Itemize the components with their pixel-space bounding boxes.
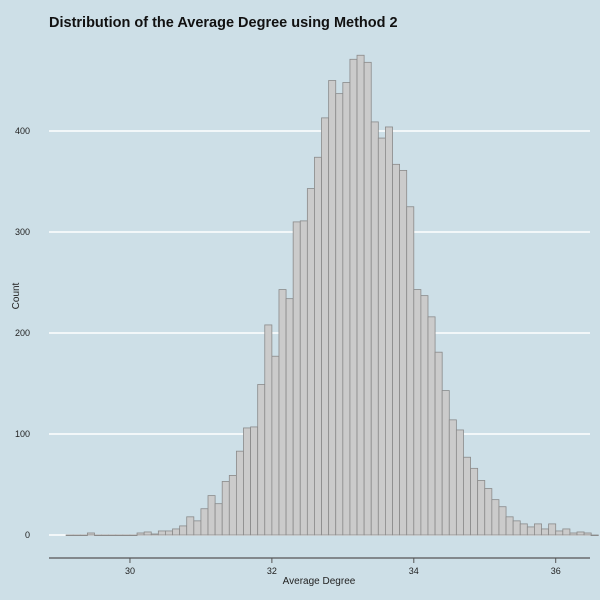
- histogram-bar: [349, 58, 358, 536]
- histogram-bar: [108, 534, 117, 537]
- histogram-bar: [448, 419, 457, 536]
- histogram-bar: [548, 523, 557, 536]
- histogram-bar: [271, 355, 280, 536]
- histogram-bar: [214, 503, 223, 536]
- histogram-bar: [157, 530, 166, 536]
- histogram-bar: [399, 169, 408, 536]
- histogram-bar: [328, 80, 337, 536]
- histogram-bar: [200, 508, 209, 536]
- histogram-bar: [541, 528, 550, 536]
- histogram-bar: [235, 450, 244, 536]
- histogram-bar: [519, 523, 528, 536]
- histogram-bar: [377, 137, 386, 536]
- histogram-bar: [512, 520, 521, 536]
- histogram-bar: [264, 324, 273, 536]
- histogram-bar: [292, 221, 301, 536]
- histogram-bar: [314, 156, 322, 536]
- x-tick-label: 32: [267, 566, 277, 576]
- histogram-bar: [555, 530, 564, 536]
- histogram-bar: [491, 499, 500, 536]
- histogram-bar: [562, 528, 571, 536]
- histogram-bar: [413, 289, 422, 536]
- y-tick-label: 400: [15, 126, 30, 136]
- histogram-bar: [590, 534, 599, 537]
- histogram-bar: [207, 495, 216, 536]
- histogram-bar: [505, 516, 514, 536]
- histogram-bar: [186, 516, 195, 536]
- histogram-bar: [434, 351, 443, 536]
- histogram-bar: [257, 384, 266, 536]
- histogram-bar: [250, 426, 259, 536]
- histogram-bar: [94, 534, 102, 537]
- histogram-bar: [335, 93, 344, 536]
- histogram-bar: [406, 206, 415, 536]
- histogram-bar: [342, 82, 351, 536]
- histogram-bar: [179, 525, 188, 536]
- histogram-bar: [385, 126, 393, 536]
- histogram-bar: [370, 121, 379, 536]
- histogram-bar: [526, 526, 535, 536]
- histogram-bar: [306, 188, 315, 536]
- histogram-bar: [356, 54, 365, 536]
- histogram-bar: [498, 506, 507, 536]
- histogram-bar: [193, 520, 202, 536]
- histogram-bar: [477, 480, 486, 536]
- histogram-bar: [228, 475, 237, 536]
- y-tick-label: 100: [15, 429, 30, 439]
- x-tick-label: 34: [409, 566, 419, 576]
- histogram-bar: [243, 427, 251, 536]
- histogram-bar: [65, 534, 74, 537]
- histogram-bar: [583, 532, 592, 536]
- histogram-bar: [136, 532, 145, 536]
- histogram-bar: [576, 531, 585, 536]
- histogram-bar: [165, 530, 173, 536]
- y-tick-label: 300: [15, 227, 30, 237]
- histogram-bar: [470, 467, 479, 536]
- histogram-bars: [65, 54, 599, 537]
- histogram-bar: [115, 534, 124, 537]
- histogram-bar: [172, 528, 181, 536]
- histogram-bar: [221, 481, 230, 536]
- histogram-bar: [299, 220, 308, 536]
- histogram-bar: [455, 429, 464, 536]
- histogram-bar: [101, 534, 110, 537]
- histogram-bar: [143, 531, 152, 536]
- histogram-bar: [79, 534, 88, 537]
- histogram-bar: [86, 532, 95, 536]
- histogram-bar: [484, 488, 493, 536]
- x-tick-label: 30: [125, 566, 135, 576]
- histogram-bar: [72, 534, 81, 537]
- histogram-bar: [569, 532, 578, 536]
- x-tick-label: 36: [551, 566, 561, 576]
- histogram-bar: [278, 289, 287, 536]
- histogram-bar: [441, 390, 450, 536]
- histogram-bar: [321, 117, 330, 536]
- histogram-bar: [427, 316, 436, 536]
- y-tick-label: 0: [25, 530, 30, 540]
- y-tick-label: 200: [15, 328, 30, 338]
- histogram-bar: [129, 534, 138, 537]
- histogram-bar: [392, 163, 401, 536]
- y-axis-label: Count: [11, 282, 22, 309]
- histogram-bar: [150, 533, 159, 536]
- axes: 30 32 34 36: [49, 557, 590, 576]
- histogram-bar: [420, 295, 429, 536]
- histogram-bar: [534, 523, 542, 536]
- chart-title: Distribution of the Average Degree using…: [49, 15, 398, 31]
- x-axis-label: Average Degree: [283, 576, 356, 587]
- histogram-bar: [285, 298, 294, 536]
- histogram-bar: [122, 534, 131, 537]
- histogram-bar: [363, 61, 372, 536]
- histogram-bar: [463, 456, 471, 536]
